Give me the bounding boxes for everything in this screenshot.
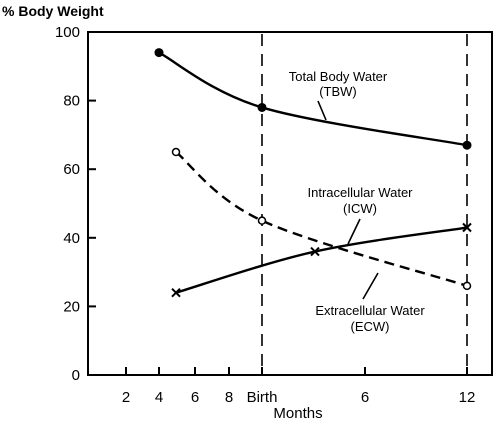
x-tick-label-1: 4	[155, 389, 163, 406]
x-tick-label-3: 8	[225, 389, 233, 406]
ecw-point-2	[462, 281, 472, 291]
y-tick-label-60: 60	[63, 161, 80, 178]
x-tick-label-0: 2	[122, 389, 130, 406]
tbw-point-2	[462, 140, 472, 150]
tbw-annotation-line2: (TBW)	[319, 84, 357, 99]
x-tick-label-4: Birth	[247, 389, 278, 406]
icw-point-1	[310, 246, 320, 257]
icw-line	[175, 226, 468, 294]
ecw-leader-line	[362, 272, 379, 300]
ecw-annotation-line2: (ECW)	[351, 319, 390, 334]
x-tick-label-6: 12	[459, 389, 476, 406]
x-tick-label-2: 6	[191, 389, 199, 406]
chart-title: % Body Weight	[2, 3, 104, 19]
y-tick-label-20: 20	[63, 298, 80, 315]
x-tick-label-5: 6	[361, 389, 369, 406]
icw-annotation: Intracellular Water (ICW)	[308, 185, 414, 245]
ecw-line	[175, 151, 468, 287]
tbw-point-0	[154, 48, 164, 58]
y-tick-label-100: 100	[55, 24, 80, 41]
ecw-point-0	[171, 147, 181, 157]
series-layer	[154, 48, 472, 298]
ecw-annotation: Extracellular Water (ECW)	[315, 272, 425, 334]
y-tick-label-80: 80	[63, 93, 80, 110]
icw-point-2-stroke-b	[462, 222, 472, 233]
icw-point-2	[462, 222, 472, 233]
tbw-annotation-line1: Total Body Water	[289, 69, 388, 84]
y-axis: 0 20 40 60 80 100	[55, 24, 96, 384]
tbw-point-1	[257, 102, 267, 112]
icw-annotation-line1: Intracellular Water	[308, 185, 414, 200]
ecw-point-1	[257, 216, 267, 225]
x-axis: 2 4 6 8 Birth 6 12	[122, 367, 476, 406]
y-tick-label-40: 40	[63, 230, 80, 247]
icw-annotation-line2: (ICW)	[343, 201, 377, 216]
x-axis-title: Months	[273, 405, 322, 422]
y-tick-label-0: 0	[72, 367, 80, 384]
ecw-annotation-line1: Extracellular Water	[315, 303, 425, 318]
icw-point-0	[171, 287, 181, 298]
tbw-leader-line	[317, 100, 327, 121]
icw-leader-line	[347, 218, 361, 245]
icw-point-1-stroke-b	[310, 246, 320, 257]
icw-point-0-stroke-b	[171, 287, 181, 298]
tbw-line	[158, 51, 468, 147]
tbw-annotation: Total Body Water (TBW)	[289, 69, 388, 121]
plot-frame	[87, 31, 493, 376]
